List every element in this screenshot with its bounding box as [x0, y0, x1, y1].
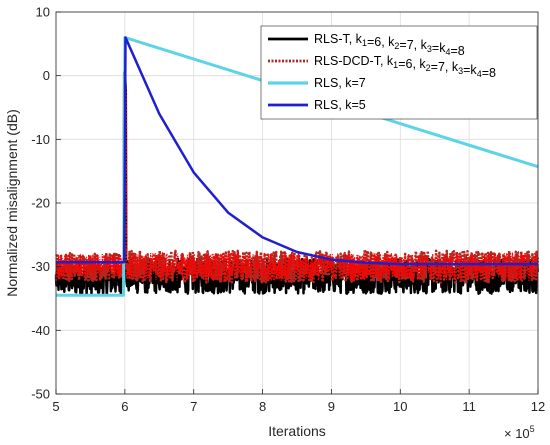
- y-tick-label: -10: [31, 132, 50, 147]
- x-tick-label: 7: [190, 399, 197, 414]
- series-rls-dcd-t-overlay: [55, 75, 539, 282]
- x-tick-label: 5: [52, 399, 59, 414]
- x-tick-label: 10: [393, 399, 407, 414]
- x-tick-label: 6: [121, 399, 128, 414]
- legend-entry-label: RLS-T, k1=6, k2=7, k3=k4=8: [314, 32, 465, 58]
- x-axis-label: Iterations: [268, 423, 326, 439]
- legend-box: [260, 25, 538, 120]
- ticks: 5 6 7 8 9 10 11 12 -50 -40 -30 -20 -10 0 10: [31, 5, 545, 415]
- x-tick-label: 11: [462, 399, 476, 414]
- legend-entry-label: RLS, k=5: [314, 98, 366, 112]
- y-tick-label: 0: [43, 68, 50, 83]
- x-exponent-base: × 10: [504, 426, 530, 441]
- x-tick-label: 9: [328, 399, 335, 414]
- legend-entry-label: RLS-DCD-T, k1=6, k2=7, k3=k4=8: [314, 54, 496, 80]
- series-rls-k5: [56, 36, 538, 266]
- y-tick-label: -50: [31, 387, 50, 402]
- x-tick-label: 8: [259, 399, 266, 414]
- y-tick-label: -40: [31, 323, 50, 338]
- x-exponent-power: 5: [530, 424, 535, 434]
- y-axis-label: Normalized misalignment (dB): [4, 109, 20, 297]
- y-tick-label: -30: [31, 259, 50, 274]
- legend-entry-label: RLS, k=7: [314, 76, 366, 90]
- x-tick-label: 12: [531, 399, 545, 414]
- x-exponent: × 105: [504, 424, 535, 441]
- y-tick-label: 10: [36, 5, 50, 20]
- y-tick-label: -20: [31, 196, 50, 211]
